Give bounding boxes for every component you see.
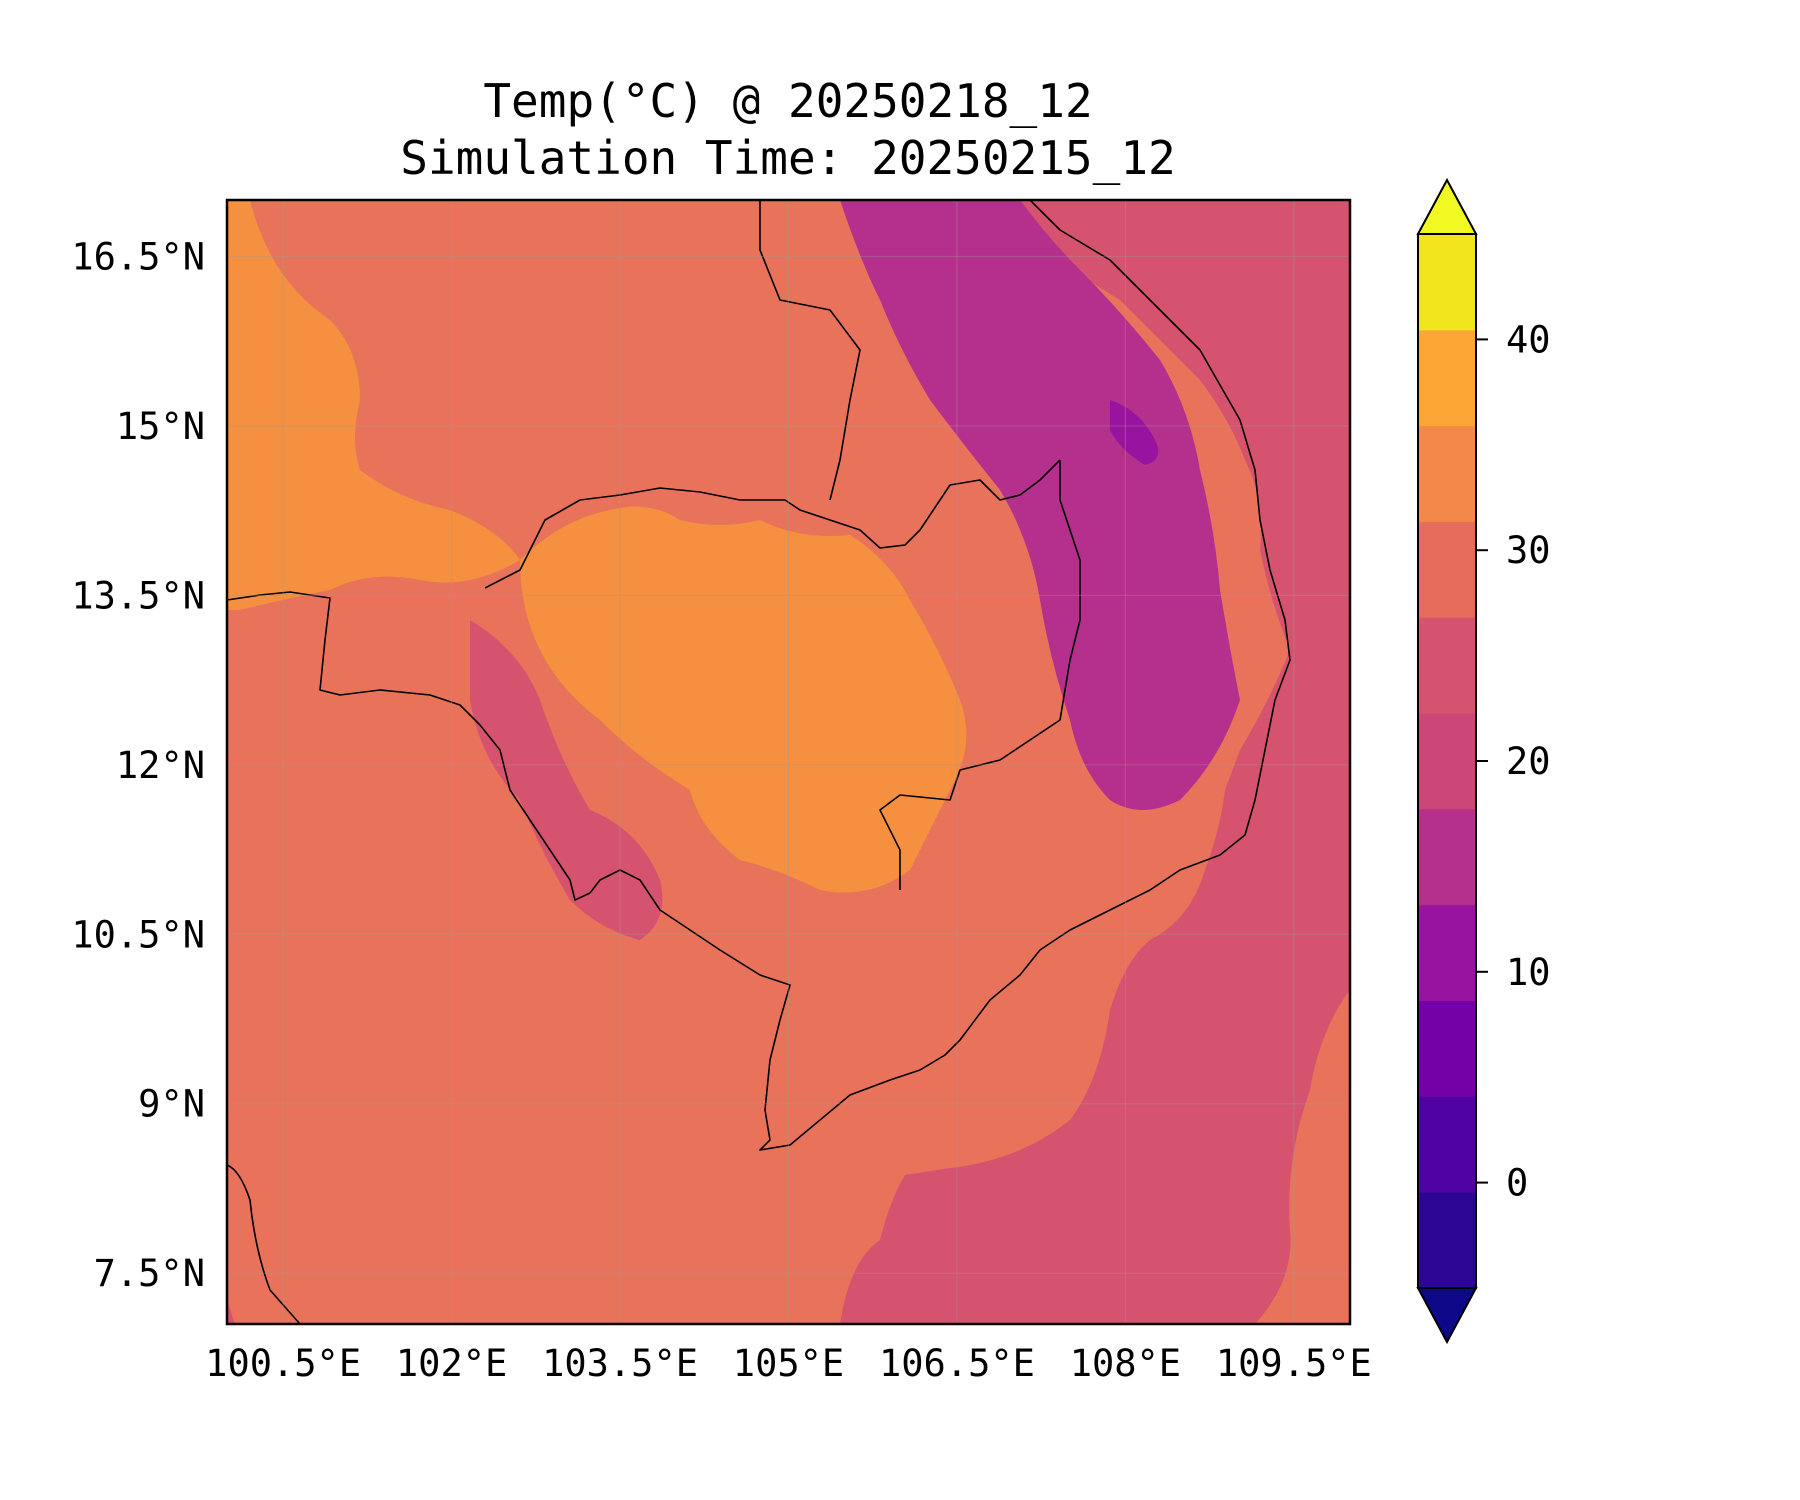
temperature-field-east-sea [650,200,1350,1324]
lon-tick-labels: 100.5°E 102°E 103.5°E 105°E 106.5°E 108°E 109.… [205,1342,1372,1385]
lon-tick-label: 109.5°E [1216,1342,1372,1385]
colorbar-segment [1418,521,1476,618]
colorbar-segment [1418,425,1476,522]
border-laos-vietnam [759,200,861,501]
border-cambodia-vietnam [879,460,1081,890]
temperature-field-highland-cool [840,200,1240,810]
colorbar-segment [1418,1192,1476,1289]
lon-tick-label: 106.5°E [879,1342,1035,1385]
colorbar-segment [1418,617,1476,714]
lon-tick-label: 102°E [396,1342,507,1385]
colorbar-segment [1418,329,1476,427]
lon-tick-label: 103.5°E [542,1342,698,1385]
colorbar-segment [1418,1000,1476,1097]
temperature-field-coldest-core [1110,400,1159,465]
lat-tick-label: 9°N [138,1083,205,1126]
map-gridlines [227,200,1350,1324]
coastline-thailand-east [227,591,591,901]
map-frame [225,198,1352,1326]
colorbar-extend-min [1416,1287,1478,1345]
colorbar-segment [1418,713,1476,810]
coastline-cambodia-vietnam [589,200,1291,1151]
coastline-gulf-of-thailand [227,1164,301,1324]
colorbar-segment [1418,234,1476,331]
chart-subtitle: Simulation Time: 20250215_12 [400,131,1175,185]
colorbar-tick-label: 0 [1506,1162,1528,1205]
border-thailand-cambodia [484,459,1061,589]
temperature-field-west-strip [227,1300,235,1324]
lon-tick-label: 100.5°E [205,1342,361,1385]
map-plot-area [227,200,1350,1324]
colorbar [1416,177,1478,1345]
lon-tick-label: 105°E [733,1342,844,1385]
coastlines [227,200,1291,1324]
colorbar-segment [1418,904,1476,1002]
temperature-field-central-warm [520,506,967,893]
colorbar-extend-max [1416,177,1478,235]
temperature-field-north-warm [227,200,520,610]
colorbar-tick-label: 20 [1506,740,1551,783]
colorbar-tick-label: 40 [1506,318,1551,361]
lat-tick-label: 16.5°N [71,235,205,278]
colorbar-segment [1418,808,1476,906]
lat-tick-label: 12°N [116,744,205,787]
lat-tick-label: 10.5°N [71,913,205,956]
colorbar-tick-labels: 0 10 20 30 40 [1476,318,1551,1205]
chart-title: Temp(°C) @ 20250218_12 [483,74,1092,128]
lat-tick-label: 15°N [116,405,205,448]
colorbar-tick-label: 10 [1506,951,1551,994]
temperature-field-cardamom-cool [470,620,663,940]
lat-tick-label: 13.5°N [71,574,205,617]
lon-tick-label: 108°E [1070,1342,1181,1385]
colorbar-tick-label: 30 [1506,529,1551,572]
lat-tick-labels: 16.5°N 15°N 13.5°N 12°N 10.5°N 9°N 7.5°N [71,235,205,1295]
colorbar-segment [1418,1096,1476,1193]
lat-tick-label: 7.5°N [94,1252,205,1295]
